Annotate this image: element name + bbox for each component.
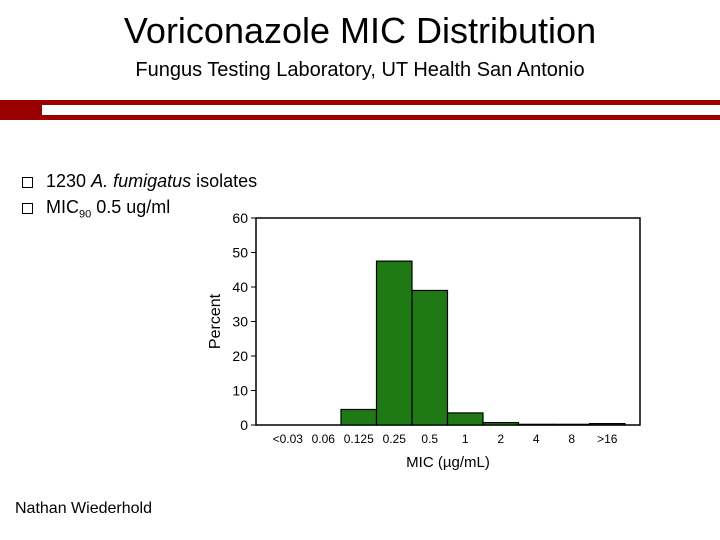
histogram-bar xyxy=(446,412,484,426)
y-tick-label: 20 xyxy=(232,348,248,364)
y-tick-label: 10 xyxy=(232,383,248,399)
isolate-count: 1230 xyxy=(46,171,87,191)
x-tick-label: 0.5 xyxy=(421,432,438,446)
y-axis-label: Percent xyxy=(207,293,224,349)
histogram-bar xyxy=(553,423,591,426)
y-tick-label: 40 xyxy=(232,279,248,295)
bullet-isolates: 1230 A. fumigatus isolates xyxy=(20,168,257,194)
organism-name: A. fumigatus xyxy=(91,171,192,191)
accent-bar-left xyxy=(0,100,42,120)
x-axis-label: MIC (µg/mL) xyxy=(406,454,490,471)
bullet-mic90: MIC90 0.5 ug/ml xyxy=(20,194,257,221)
mic-subscript: 90 xyxy=(79,208,92,221)
y-tick-label: 0 xyxy=(240,417,248,433)
histogram-bar xyxy=(517,423,555,426)
histogram-bar xyxy=(411,289,449,426)
x-tick-label: 4 xyxy=(533,432,540,446)
checkbox-bullet-icon xyxy=(22,203,33,214)
x-tick-label: >16 xyxy=(597,432,618,446)
x-tick-label: <0.03 xyxy=(273,432,304,446)
x-tick-label: 2 xyxy=(497,432,504,446)
bullet-list: 1230 A. fumigatus isolates MIC90 0.5 ug/… xyxy=(20,168,257,221)
y-tick-label: 30 xyxy=(232,314,248,330)
slide-subtitle: Fungus Testing Laboratory, UT Health San… xyxy=(135,59,585,81)
mic-value: 0.5 ug/ml xyxy=(96,197,171,217)
checkbox-bullet-icon xyxy=(22,177,33,188)
isolate-suffix: isolates xyxy=(196,171,258,191)
x-tick-label: 0.06 xyxy=(312,432,336,446)
x-tick-label: 8 xyxy=(568,432,575,446)
x-tick-label: 0.25 xyxy=(383,432,407,446)
histogram-bar xyxy=(588,423,626,426)
slide-title: Voriconazole MIC Distribution xyxy=(123,10,597,51)
histogram-bar xyxy=(375,260,413,426)
y-tick-label: 60 xyxy=(232,210,248,226)
mic-label: MIC xyxy=(46,197,79,217)
histogram-bar xyxy=(482,421,520,426)
histogram-bar xyxy=(340,408,378,426)
x-tick-label: 0.125 xyxy=(344,432,374,446)
y-tick-label: 50 xyxy=(232,245,248,261)
author-name: Nathan Wiederhold xyxy=(15,500,152,517)
accent-bar-right xyxy=(42,100,720,120)
x-tick-label: 1 xyxy=(462,432,469,446)
